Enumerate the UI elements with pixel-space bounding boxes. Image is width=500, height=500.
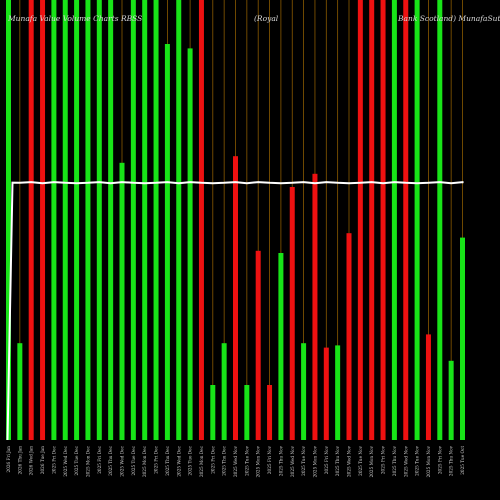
x-tick-label: 2025 Thu Dec [222, 445, 227, 475]
volume-bar [62, 0, 68, 440]
volume-bar [244, 385, 250, 440]
x-tick-label: 2025 Tue Nov [358, 445, 363, 475]
volume-bar [301, 343, 307, 440]
x-tick-label: 2025 Wed Nov [290, 445, 295, 477]
volume-bar [267, 385, 273, 440]
volume-bar [187, 48, 193, 441]
x-tick-label: 2025 Thu Nov [335, 445, 340, 476]
x-tick-label: 2026 Thu Jan [17, 446, 22, 475]
chart-title-center: (Royal [254, 14, 279, 23]
x-tick-label: 2025 Fri Dec [210, 445, 215, 473]
volume-bar [17, 343, 23, 440]
volume-bar [221, 343, 227, 440]
x-tick-label: 2025 Wed Dec [120, 445, 125, 476]
x-tick-label: 2025 Fri Nov [267, 445, 272, 474]
volume-bar [142, 0, 148, 440]
x-tick-label: 2025 Wed Nov [403, 445, 408, 477]
volume-bar [278, 253, 284, 440]
x-tick-label: 2025 Tue Dec [74, 445, 79, 475]
x-tick-label: 2025 Tue Dec [188, 445, 193, 475]
volume-bar [28, 0, 34, 440]
volume-bar [119, 162, 125, 441]
volume-bar [96, 0, 102, 440]
x-tick-label: 2025 Mon Dec [142, 445, 147, 477]
x-tick-label: 2025 Tue Dec [131, 445, 136, 475]
chart-title-left: Munafa Value Volume Charts RBSS [7, 14, 142, 23]
volume-bar [210, 385, 216, 440]
volume-bar [164, 44, 170, 440]
volume-bar [51, 0, 57, 440]
volume-bar [369, 0, 375, 440]
x-tick-label: 2025 Wed Nov [347, 445, 352, 477]
x-tick-label: 2025 Mon Dec [199, 445, 204, 477]
volume-bar [289, 187, 295, 440]
volume-bar [425, 334, 431, 440]
x-tick-label: 2025 Thu Nov [278, 445, 283, 476]
x-tick-label: 2025 Wed Dec [63, 445, 68, 476]
volume-bar [312, 173, 318, 441]
volume-bar [85, 0, 91, 440]
volume-bar [153, 0, 159, 440]
x-tick-label: 2025 Tue Nov [244, 445, 249, 475]
x-tick-label: 2025 Mon Nov [426, 445, 431, 477]
x-tick-label: 2025 Mon Nov [369, 445, 374, 477]
x-tick-label: 2025 Thu Nov [449, 445, 454, 476]
x-tick-label: 2025 Thu Nov [392, 445, 397, 476]
volume-bar [255, 250, 261, 440]
volume-bar [380, 0, 386, 440]
x-tick-label: 2025 Fri Dec [97, 445, 102, 473]
volume-bar [233, 156, 238, 440]
volume-bar [40, 0, 46, 440]
x-tick-label: 2025 Fri Dec [154, 445, 159, 473]
volume-bar [346, 233, 352, 440]
volume-bar [448, 360, 454, 440]
x-tick-label: 2025 Mon Dec [85, 445, 90, 477]
volume-bar [130, 0, 136, 440]
volume-bars [6, 0, 465, 441]
volume-bar [391, 0, 397, 440]
volume-bar [437, 0, 443, 440]
x-tick-label: 2025 Tue Nov [415, 445, 420, 475]
x-tick-label: 2025 Fri Dec [51, 445, 56, 473]
volume-bar [6, 0, 11, 440]
volume-bar [176, 0, 182, 440]
x-tick-label: 2026 Tue Jan [40, 446, 45, 474]
x-tick-label: 2025 Tue Nov [301, 445, 306, 475]
volume-bar [414, 0, 420, 440]
x-tick-label: 2025 Tue Oct [460, 446, 465, 475]
volume-bar [460, 237, 465, 440]
x-tick-label: 2025 Fri Nov [381, 445, 386, 474]
volume-bar [335, 345, 341, 440]
x-tick-label: 2026 Fri Jan [6, 446, 11, 473]
x-tick-labels: 2026 Fri Jan 2026 Thu Jan 2026 Wed Jan 2026… [6, 445, 465, 477]
volume-bar [74, 0, 80, 440]
x-tick-label: 2025 Mon Nov [256, 445, 261, 477]
x-tick-label: 2025 Thu Dec [108, 445, 113, 475]
volume-bar [357, 0, 363, 440]
x-tick-label: 2025 Wed Dec [176, 445, 181, 476]
x-tick-label: 2025 Fri Nov [324, 445, 329, 474]
volume-bar [323, 347, 329, 440]
x-tick-label: 2025 Mon Nov [312, 445, 317, 477]
x-tick-label: 2026 Wed Jan [29, 446, 34, 476]
x-tick-label: 2025 Thu Dec [165, 445, 170, 475]
x-tick-label: 2025 Wed Nov [233, 445, 238, 477]
average-volume-line [6, 181, 464, 441]
x-tick-label: 2025 Fri Nov [437, 445, 442, 474]
chart-title-right: Bank Scotland) MunafaSutra.com [397, 14, 500, 23]
volume-bar [198, 0, 204, 440]
volume-bar [108, 0, 114, 440]
volume-bar [403, 0, 409, 440]
